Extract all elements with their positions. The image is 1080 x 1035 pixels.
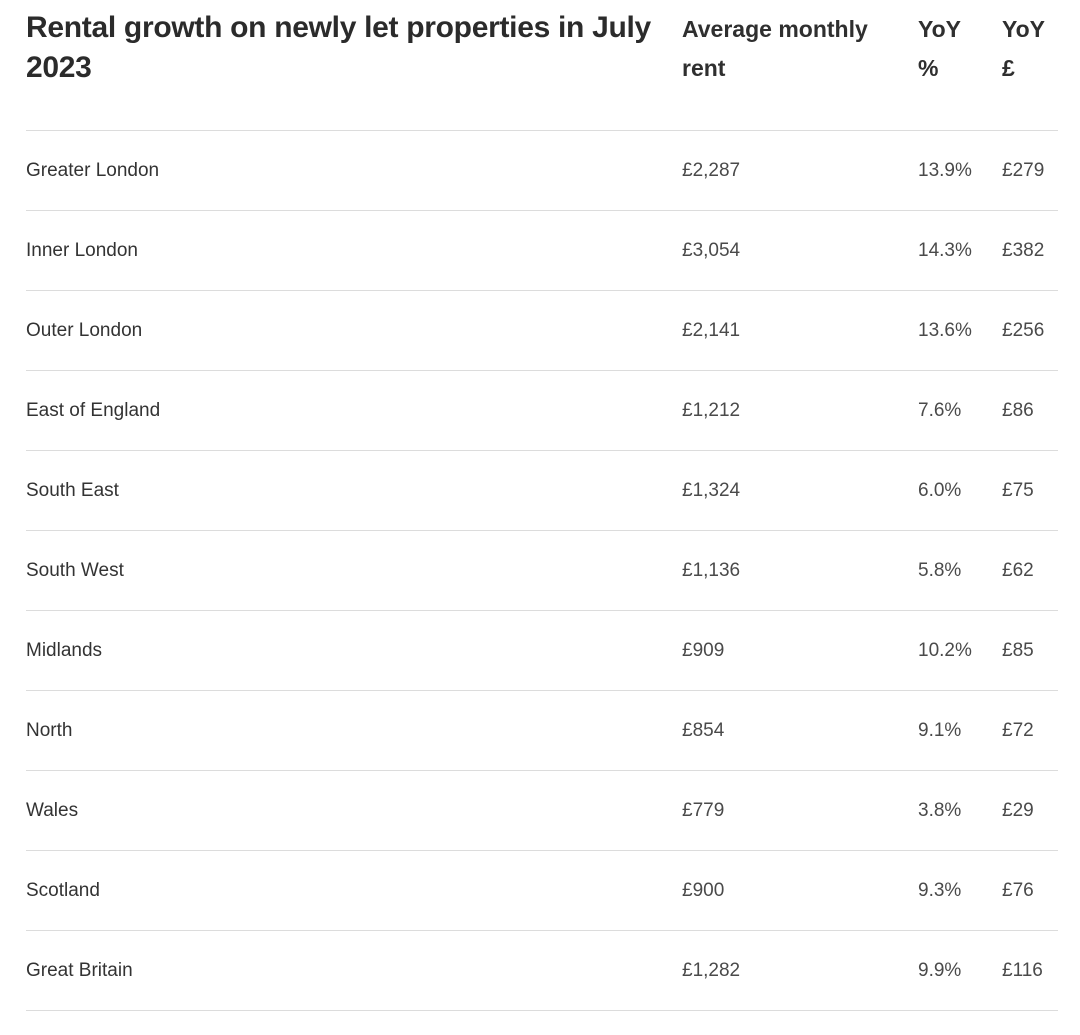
yoy-pounds-cell: £382: [1002, 210, 1058, 291]
table-row: Wales £779 3.8% £29: [26, 770, 1058, 851]
yoy-percent-cell: 9.1%: [918, 690, 1002, 771]
rent-cell: £2,287: [682, 130, 918, 211]
region-cell: North: [26, 690, 682, 771]
table-row: South West £1,136 5.8% £62: [26, 530, 1058, 611]
yoy-pounds-cell: £279: [1002, 130, 1058, 211]
table-row: South East £1,324 6.0% £75: [26, 450, 1058, 531]
yoy-percent-cell: 13.6%: [918, 290, 1002, 371]
header-row: Rental growth on newly let properties in…: [26, 0, 1058, 131]
header-yoy-gbp-line-1: YoY: [1002, 16, 1046, 42]
region-cell: Greater London: [26, 130, 682, 211]
region-cell: South West: [26, 530, 682, 611]
rent-cell: £1,324: [682, 450, 918, 531]
yoy-pounds-cell: £75: [1002, 450, 1058, 531]
yoy-percent-cell: 7.6%: [918, 370, 1002, 451]
region-cell: East of England: [26, 370, 682, 451]
rent-cell: £1,212: [682, 370, 918, 451]
rent-cell: £1,136: [682, 530, 918, 611]
yoy-percent-cell: 13.9%: [918, 130, 1002, 211]
yoy-pounds-cell: £62: [1002, 530, 1058, 611]
yoy-percent-cell: 5.8%: [918, 530, 1002, 611]
header-yoy-pounds: YoY £: [1002, 0, 1058, 131]
rent-cell: £2,141: [682, 290, 918, 371]
rental-growth-table-container: Rental growth on newly let properties in…: [26, 0, 1058, 1011]
yoy-percent-cell: 3.8%: [918, 770, 1002, 851]
yoy-percent-cell: 9.3%: [918, 850, 1002, 931]
yoy-pounds-cell: £29: [1002, 770, 1058, 851]
table-row: Great Britain £1,282 9.9% £116: [26, 930, 1058, 1011]
region-cell: Outer London: [26, 290, 682, 371]
header-yoy-pct-line-2: %: [918, 55, 939, 81]
region-cell: Midlands: [26, 610, 682, 691]
region-cell: Great Britain: [26, 930, 682, 1011]
header-rent-line-1: Average monthly: [682, 16, 868, 42]
header-average-monthly-rent: Average monthly rent: [682, 0, 918, 131]
rent-cell: £779: [682, 770, 918, 851]
rent-cell: £900: [682, 850, 918, 931]
yoy-pounds-cell: £256: [1002, 290, 1058, 371]
region-cell: Inner London: [26, 210, 682, 291]
region-cell: Wales: [26, 770, 682, 851]
header-yoy-pct-line-1: YoY: [918, 16, 962, 42]
yoy-pounds-cell: £72: [1002, 690, 1058, 771]
table-body: Greater London £2,287 13.9% £279 Inner L…: [26, 130, 1058, 1011]
yoy-percent-cell: 14.3%: [918, 210, 1002, 291]
table-row: East of England £1,212 7.6% £86: [26, 370, 1058, 451]
yoy-pounds-cell: £76: [1002, 850, 1058, 931]
header-rent-line-2: rent: [682, 55, 726, 81]
header-yoy-gbp-line-2: £: [1002, 55, 1015, 81]
table-row: Inner London £3,054 14.3% £382: [26, 210, 1058, 291]
rent-cell: £909: [682, 610, 918, 691]
yoy-percent-cell: 9.9%: [918, 930, 1002, 1011]
rent-cell: £854: [682, 690, 918, 771]
header-yoy-percent: YoY %: [918, 0, 1002, 131]
region-cell: South East: [26, 450, 682, 531]
rent-cell: £3,054: [682, 210, 918, 291]
table-row: Outer London £2,141 13.6% £256: [26, 290, 1058, 371]
yoy-pounds-cell: £86: [1002, 370, 1058, 451]
yoy-percent-cell: 10.2%: [918, 610, 1002, 691]
yoy-pounds-cell: £85: [1002, 610, 1058, 691]
table-title: Rental growth on newly let properties in…: [26, 0, 682, 131]
rent-cell: £1,282: [682, 930, 918, 1011]
region-cell: Scotland: [26, 850, 682, 931]
table-row: North £854 9.1% £72: [26, 690, 1058, 771]
table-header: Rental growth on newly let properties in…: [26, 0, 1058, 131]
yoy-pounds-cell: £116: [1002, 930, 1058, 1011]
table-row: Greater London £2,287 13.9% £279: [26, 130, 1058, 211]
table-row: Midlands £909 10.2% £85: [26, 610, 1058, 691]
yoy-percent-cell: 6.0%: [918, 450, 1002, 531]
table-row: Scotland £900 9.3% £76: [26, 850, 1058, 931]
rental-growth-table: Rental growth on newly let properties in…: [26, 0, 1058, 1011]
